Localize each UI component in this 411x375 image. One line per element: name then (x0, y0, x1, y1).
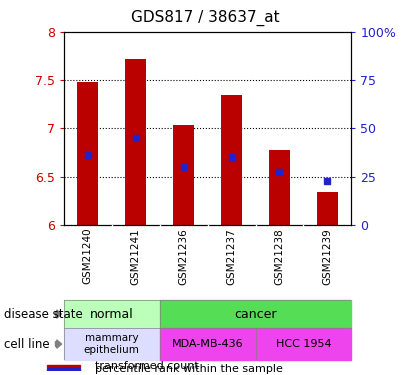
Text: HCC 1954: HCC 1954 (276, 339, 331, 349)
Bar (64, 328, 159, 360)
Text: disease state: disease state (4, 308, 83, 321)
Bar (159, 328, 256, 360)
Text: cell line: cell line (4, 338, 50, 351)
Text: MDA-MB-436: MDA-MB-436 (172, 339, 243, 349)
Text: normal: normal (90, 308, 134, 321)
Text: cancer: cancer (234, 308, 277, 321)
Bar (256, 328, 351, 360)
Bar (159, 300, 351, 328)
Text: percentile rank within the sample: percentile rank within the sample (95, 364, 283, 375)
Bar (47, 368, 80, 370)
Bar (125, 59, 146, 225)
Bar (64, 300, 159, 328)
Bar (316, 192, 338, 225)
Text: GDS817 / 38637_at: GDS817 / 38637_at (131, 9, 280, 26)
Bar (221, 94, 242, 225)
Text: mammary
epithelium: mammary epithelium (84, 333, 140, 355)
Bar (47, 364, 80, 367)
Bar (173, 124, 194, 225)
Text: transformed count: transformed count (95, 361, 199, 371)
Bar (269, 150, 290, 225)
Bar (77, 82, 99, 225)
